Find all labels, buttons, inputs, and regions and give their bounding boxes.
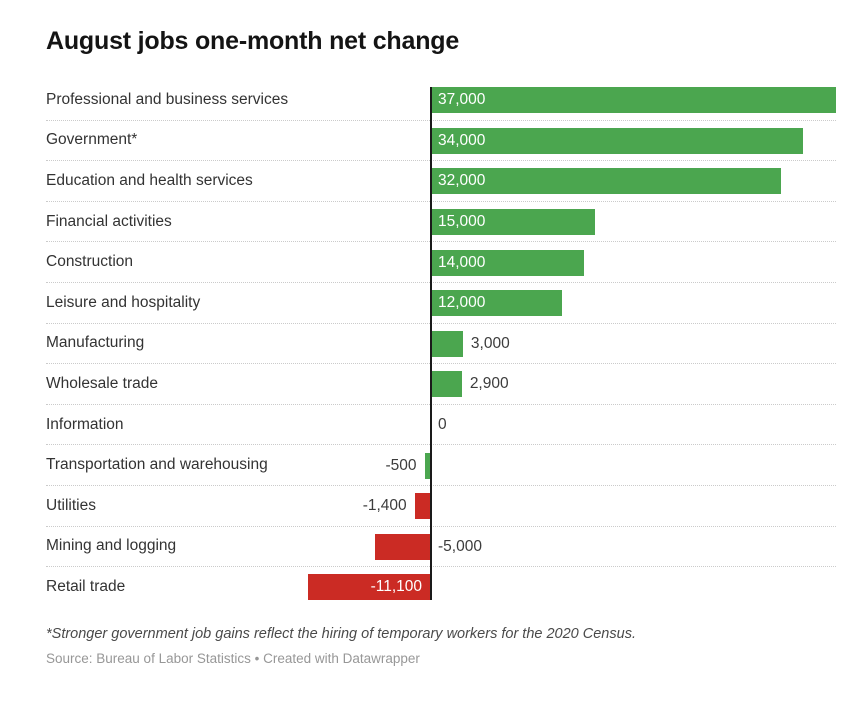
chart-row: Wholesale trade 2,900: [46, 364, 836, 405]
axis-zero-line: [430, 87, 432, 601]
value-label: 12,000: [438, 294, 486, 312]
category-label: Wholesale trade: [46, 374, 159, 392]
value-label: 37,000: [438, 91, 486, 109]
value-bar: [430, 330, 463, 357]
chart-row: Government* 34,000: [46, 121, 836, 162]
value-bar: [424, 452, 430, 479]
category-label: Retail trade: [46, 578, 126, 596]
value-bar: [308, 574, 430, 601]
chart-row: Manufacturing 3,000: [46, 324, 836, 365]
source-line: Source: Bureau of Labor Statistics • Cre…: [46, 651, 420, 666]
value-label: 15,000: [438, 213, 486, 231]
category-label: Education and health services: [46, 171, 253, 189]
value-bar: [430, 127, 804, 154]
chart-row: Mining and logging -5,000: [46, 527, 836, 568]
category-label: Manufacturing: [46, 334, 145, 352]
value-label: -1,400: [362, 497, 407, 515]
chart-row: Retail trade -11,100: [46, 567, 836, 608]
value-label: 34,000: [438, 131, 486, 149]
chart-row: Professional and business services 37,000: [46, 80, 836, 121]
page-title: August jobs one-month net change: [46, 27, 460, 55]
chart-row: Leisure and hospitality 12,000: [46, 283, 836, 324]
value-label: -5,000: [438, 537, 482, 555]
footnote: *Stronger government job gains reflect t…: [46, 626, 636, 642]
category-label: Mining and logging: [46, 537, 177, 555]
chart-row: Transportation and warehousing -500: [46, 445, 836, 486]
chart-row: Information 0: [46, 405, 836, 446]
value-label: 32,000: [438, 172, 486, 190]
value-bar: [430, 249, 584, 276]
category-label: Professional and business services: [46, 90, 289, 108]
category-label: Leisure and hospitality: [46, 293, 201, 311]
chart-row: Construction 14,000: [46, 242, 836, 283]
chart-row: Utilities -1,400: [46, 486, 836, 527]
bar-chart: Professional and business services 37,000…: [46, 80, 836, 608]
value-bar: [375, 533, 430, 560]
chart-row: Education and health services 32,000: [46, 161, 836, 202]
value-label: -11,100: [370, 578, 422, 596]
category-label: Government*: [46, 131, 138, 149]
value-bar: [430, 168, 782, 195]
category-label: Utilities: [46, 496, 96, 514]
category-label: Information: [46, 415, 124, 433]
value-bar: [430, 371, 462, 398]
value-bar: [430, 87, 836, 114]
category-label: Construction: [46, 253, 134, 271]
value-label: 14,000: [438, 253, 486, 271]
chart-row: Financial activities 15,000: [46, 202, 836, 243]
category-label: Financial activities: [46, 212, 172, 230]
chart-rows: Professional and business services 37,000…: [46, 80, 836, 608]
value-label: 2,900: [469, 375, 509, 393]
value-bar: [430, 290, 562, 317]
value-label: 0: [438, 416, 447, 434]
value-label: 3,000: [470, 334, 510, 352]
value-bar: [414, 493, 430, 520]
category-label: Transportation and warehousing: [46, 456, 268, 474]
value-label: -500: [385, 456, 417, 474]
value-bar: [430, 209, 595, 236]
